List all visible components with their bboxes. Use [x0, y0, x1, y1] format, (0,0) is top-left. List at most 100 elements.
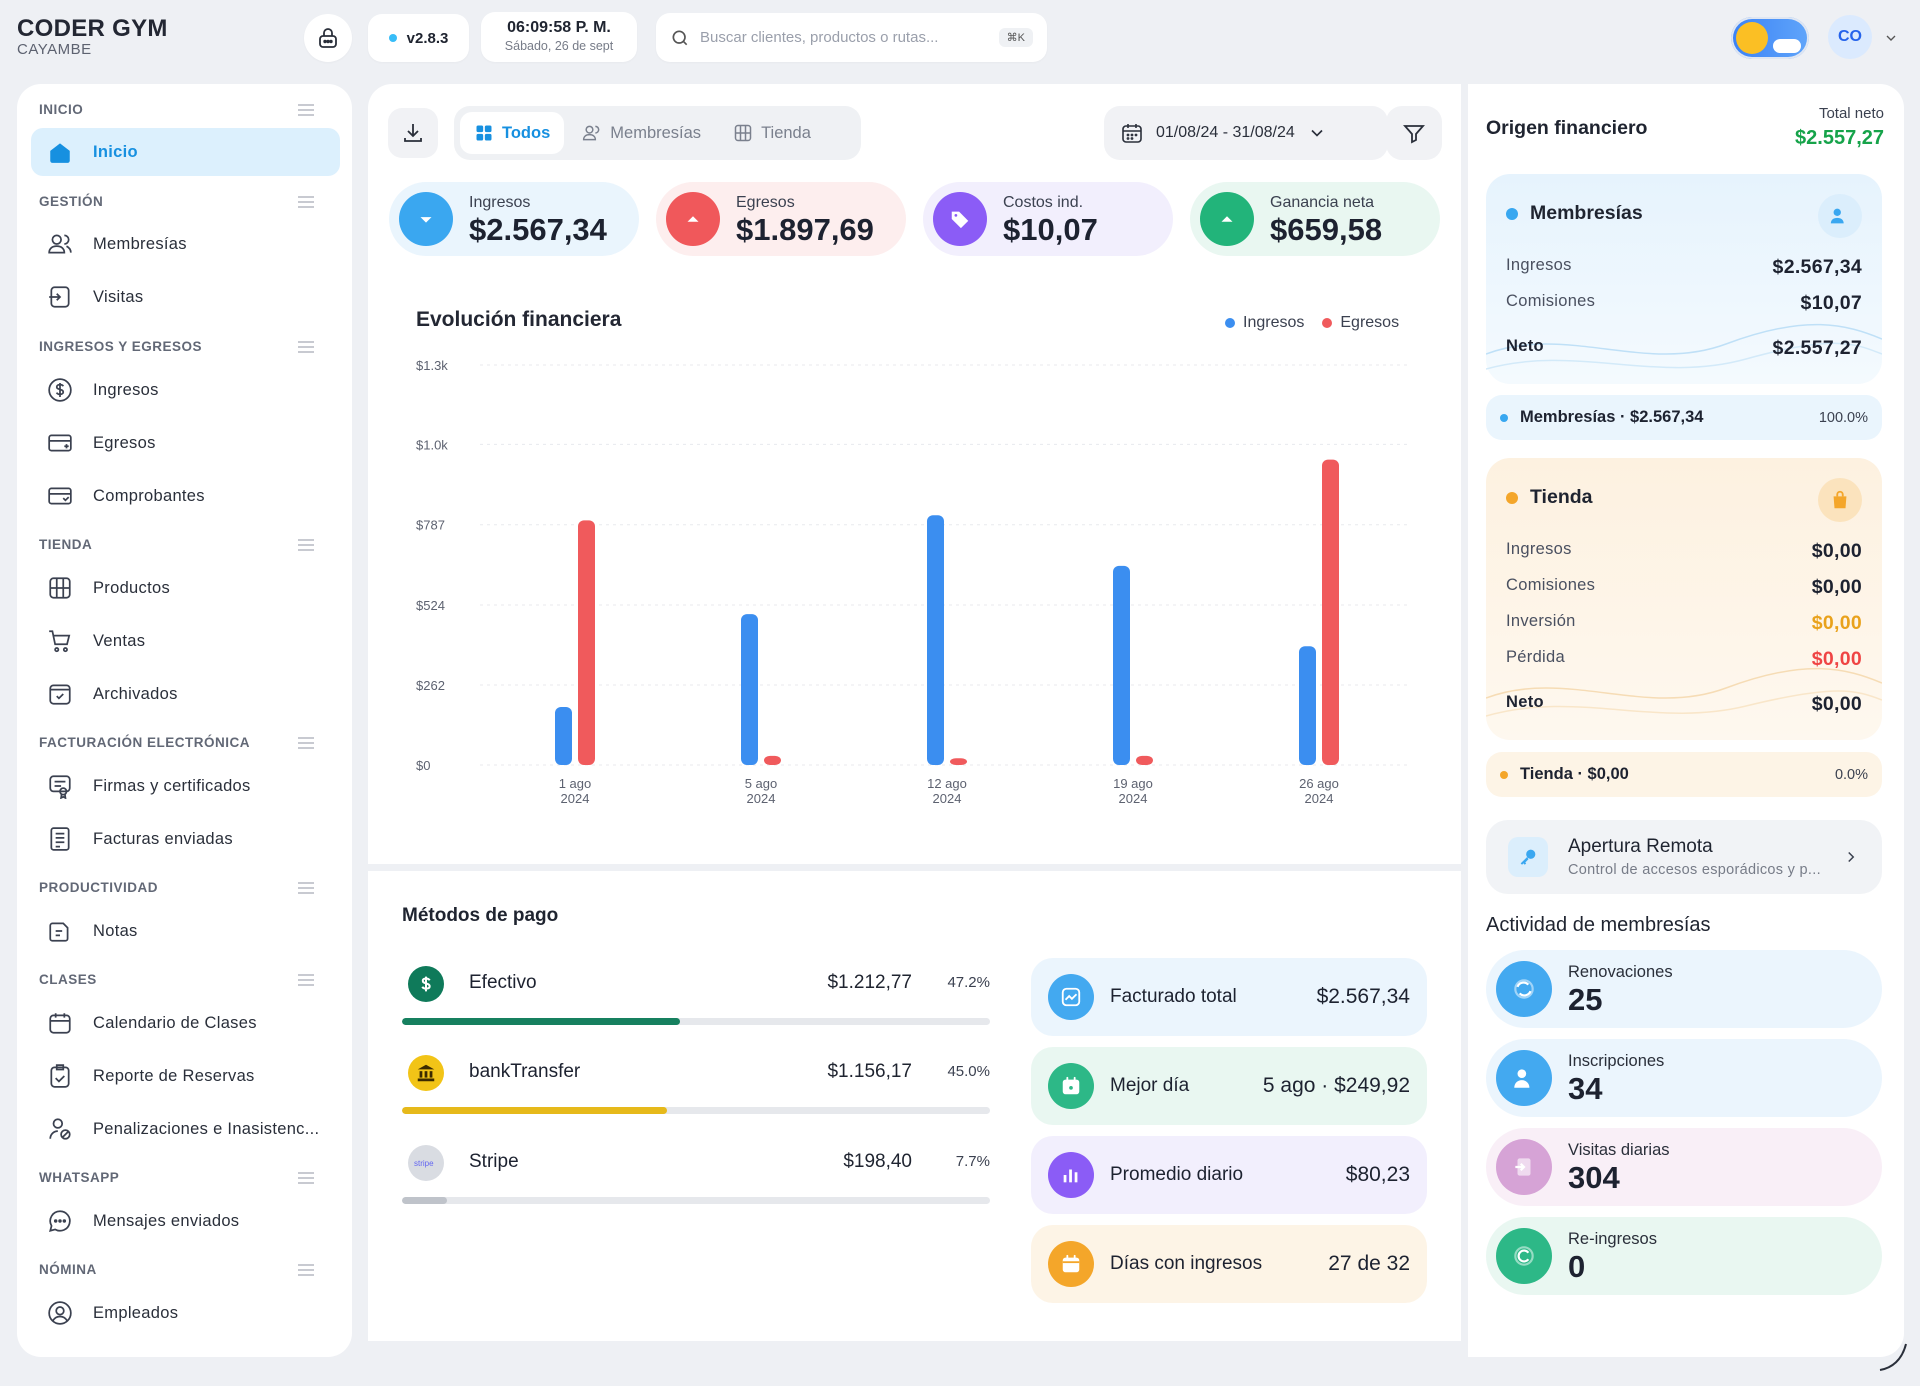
date-range-picker[interactable]: 01/08/24 - 31/08/24 — [1104, 106, 1388, 160]
card-out-icon — [48, 434, 72, 452]
download-button[interactable] — [388, 108, 438, 158]
row-label: Neto — [1506, 693, 1544, 711]
kpi-egresos[interactable]: Egresos $1.897,69 — [656, 182, 906, 256]
row-label: Comisiones — [1506, 576, 1596, 594]
invoice-icon — [50, 827, 70, 851]
sidebar-item-firmas[interactable]: Firmas y certificados — [31, 762, 340, 810]
rotate-icon — [1496, 1228, 1552, 1284]
bar-egresos — [578, 520, 595, 765]
payment-methods-title: Métodos de pago — [402, 905, 559, 926]
drag-handle-icon[interactable] — [298, 973, 314, 987]
section-inicio: INICIO — [39, 102, 339, 117]
filter-tabs: Todos Membresías Tienda — [454, 106, 861, 160]
kpi-costos[interactable]: Costos ind. $10,07 — [923, 182, 1173, 256]
sidebar-item-label: Productos — [93, 578, 170, 597]
summary-label: Tienda · $0,00 — [1520, 765, 1629, 783]
row-value: $0,00 — [1811, 693, 1862, 715]
x-tick-label: 2024 — [1119, 791, 1148, 806]
payment-amount: $1.156,17 — [827, 1061, 912, 1082]
origin-title: Origen financiero — [1486, 117, 1648, 139]
sidebar-item-mensajes[interactable]: Mensajes enviados — [31, 1197, 340, 1245]
section-clases: CLASES — [39, 972, 339, 987]
sidebar-item-inicio[interactable]: Inicio — [31, 128, 340, 176]
shopping-bag-icon — [1818, 478, 1862, 522]
sidebar-item-visitas[interactable]: Visitas — [31, 273, 340, 321]
payment-name: Efectivo — [469, 972, 537, 993]
drag-handle-icon[interactable] — [298, 881, 314, 895]
clipboard-icon — [50, 1064, 70, 1088]
summary-percent: 100.0% — [1818, 409, 1868, 426]
sidebar-item-egresos[interactable]: Egresos — [31, 419, 340, 467]
kpi-value: $2.567,34 — [469, 211, 607, 247]
sidebar-item-facturas[interactable]: Facturas enviadas — [31, 815, 340, 863]
sidebar-item-ventas[interactable]: Ventas — [31, 617, 340, 665]
avatar[interactable]: CO — [1828, 15, 1872, 59]
kpi-label: Ganancia neta — [1270, 193, 1375, 211]
drag-handle-icon[interactable] — [298, 1171, 314, 1185]
payment-amount: $198,40 — [843, 1151, 912, 1172]
sidebar-item-productos[interactable]: Productos — [31, 564, 340, 612]
sidebar-item-membresias[interactable]: Membresías — [31, 220, 340, 268]
sidebar-item-label: Membresías — [93, 234, 187, 253]
total-net-value: $2.557,27 — [1795, 127, 1884, 149]
filter-button[interactable] — [1386, 106, 1442, 160]
drag-handle-icon[interactable] — [298, 103, 314, 117]
activity-label: Renovaciones — [1568, 963, 1673, 981]
section-title: WHATSAPP — [39, 1170, 120, 1185]
clock: 06:09:58 P. M. Sábado, 26 de sept — [481, 12, 637, 62]
chevron-down-icon[interactable] — [1883, 30, 1899, 46]
wave-decoration — [1486, 667, 1882, 717]
search-input[interactable]: Buscar clientes, productos o rutas... ⌘K — [656, 13, 1047, 62]
drag-handle-icon[interactable] — [298, 340, 314, 354]
sidebar-item-calendario[interactable]: Calendario de Clases — [31, 999, 340, 1047]
lock-button[interactable] — [304, 14, 352, 62]
x-tick-label: 2024 — [561, 791, 590, 806]
kpi-ganancia[interactable]: Ganancia neta $659,58 — [1190, 182, 1440, 256]
section-title: NÓMINA — [39, 1262, 97, 1277]
x-tick-label: 1 ago — [559, 776, 592, 791]
theme-toggle[interactable] — [1731, 17, 1809, 59]
y-tick-label: $0 — [416, 758, 430, 773]
sidebar-item-comprobantes[interactable]: Comprobantes — [31, 472, 340, 520]
activity-value: 304 — [1568, 1160, 1620, 1195]
sidebar-item-empleados[interactable]: Empleados — [31, 1289, 340, 1337]
receipt-card-icon — [48, 487, 72, 505]
sidebar-item-label: Notas — [93, 921, 138, 940]
remote-title: Apertura Remota — [1568, 836, 1713, 857]
tab-tienda[interactable]: Tienda — [719, 112, 825, 154]
tab-todos[interactable]: Todos — [460, 112, 565, 154]
drag-handle-icon[interactable] — [298, 538, 314, 552]
bar-chart-icon — [1048, 1152, 1094, 1198]
kpi-ingresos[interactable]: Ingresos $2.567,34 — [389, 182, 639, 256]
search-shortcut: ⌘K — [998, 28, 1033, 47]
sidebar-item-archivados[interactable]: Archivados — [31, 670, 340, 718]
stat-label: Mejor día — [1110, 1075, 1190, 1096]
dollar-circle-icon — [48, 378, 72, 402]
sidebar-item-reporte[interactable]: Reporte de Reservas — [31, 1052, 340, 1100]
notes-icon — [49, 922, 69, 942]
sidebar-item-ingresos[interactable]: Ingresos — [31, 366, 340, 414]
row-label: Comisiones — [1506, 292, 1596, 310]
store-row-perdida: Pérdida $0,00 — [1506, 648, 1862, 671]
tab-membresias[interactable]: Membresías — [568, 112, 715, 154]
section-whatsapp: WHATSAPP — [39, 1170, 339, 1185]
row-label: Pérdida — [1506, 648, 1565, 666]
activity-title: Actividad de membresías — [1486, 914, 1711, 936]
sidebar-item-label: Comprobantes — [93, 486, 205, 505]
row-value: $0,00 — [1811, 540, 1862, 562]
drag-handle-icon[interactable] — [298, 1263, 314, 1277]
remote-access-button[interactable]: Apertura Remota Control de accesos espor… — [1486, 820, 1882, 894]
sidebar: INICIO Inicio GESTIÓN Membresías Visitas… — [17, 84, 352, 1357]
chevron-down-icon — [1311, 129, 1323, 137]
resize-handle-icon[interactable] — [1878, 1342, 1908, 1372]
calendar-icon — [1122, 124, 1142, 143]
payment-progress — [402, 1197, 990, 1204]
stat-dias-ingresos: Días con ingresos 27 de 32 — [1031, 1225, 1427, 1303]
drag-handle-icon[interactable] — [298, 195, 314, 209]
sidebar-item-notas[interactable]: Notas — [31, 907, 340, 955]
drag-handle-icon[interactable] — [298, 736, 314, 750]
kpi-value: $10,07 — [1003, 211, 1098, 247]
stat-promedio-diario: Promedio diario $80,23 — [1031, 1136, 1427, 1214]
sidebar-item-penalizaciones[interactable]: Penalizaciones e Inasistenc... — [31, 1105, 340, 1153]
